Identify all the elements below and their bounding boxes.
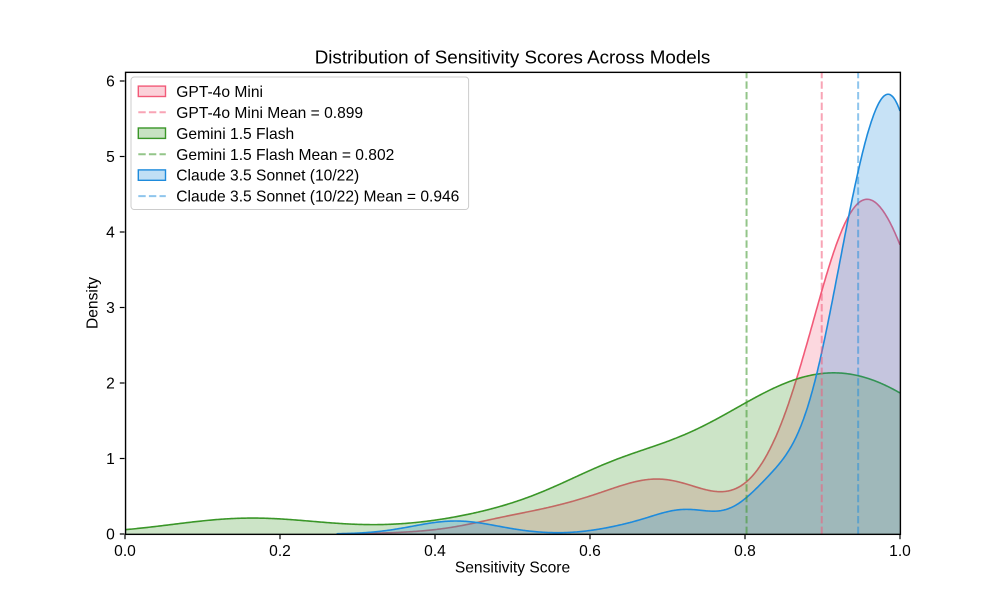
svg-text:0.4: 0.4 [424, 543, 446, 560]
svg-text:5: 5 [106, 149, 115, 166]
svg-text:0: 0 [106, 527, 115, 544]
svg-text:2: 2 [106, 376, 115, 393]
svg-text:1.0: 1.0 [889, 543, 911, 560]
svg-text:0.0: 0.0 [114, 543, 136, 560]
svg-text:3: 3 [106, 300, 115, 317]
svg-text:Distribution of Sensitivity Sc: Distribution of Sensitivity Scores Acros… [315, 47, 711, 68]
svg-text:Density: Density [85, 277, 102, 329]
svg-text:GPT-4o Mini: GPT-4o Mini [176, 84, 263, 101]
svg-text:Gemini 1.5 Flash Mean = 0.802: Gemini 1.5 Flash Mean = 0.802 [176, 147, 394, 164]
svg-text:6: 6 [106, 74, 115, 91]
svg-text:Claude 3.5 Sonnet (10/22) Mean: Claude 3.5 Sonnet (10/22) Mean = 0.946 [176, 189, 459, 206]
svg-text:0.8: 0.8 [734, 543, 756, 560]
svg-text:Sensitivity Score: Sensitivity Score [455, 560, 570, 577]
svg-text:1: 1 [106, 451, 115, 468]
svg-text:0.6: 0.6 [579, 543, 601, 560]
svg-text:GPT-4o Mini Mean = 0.899: GPT-4o Mini Mean = 0.899 [176, 105, 363, 122]
svg-text:Claude 3.5 Sonnet (10/22): Claude 3.5 Sonnet (10/22) [176, 168, 359, 185]
svg-text:0.2: 0.2 [269, 543, 291, 560]
svg-text:4: 4 [106, 225, 115, 242]
svg-text:Gemini 1.5 Flash: Gemini 1.5 Flash [176, 126, 294, 143]
